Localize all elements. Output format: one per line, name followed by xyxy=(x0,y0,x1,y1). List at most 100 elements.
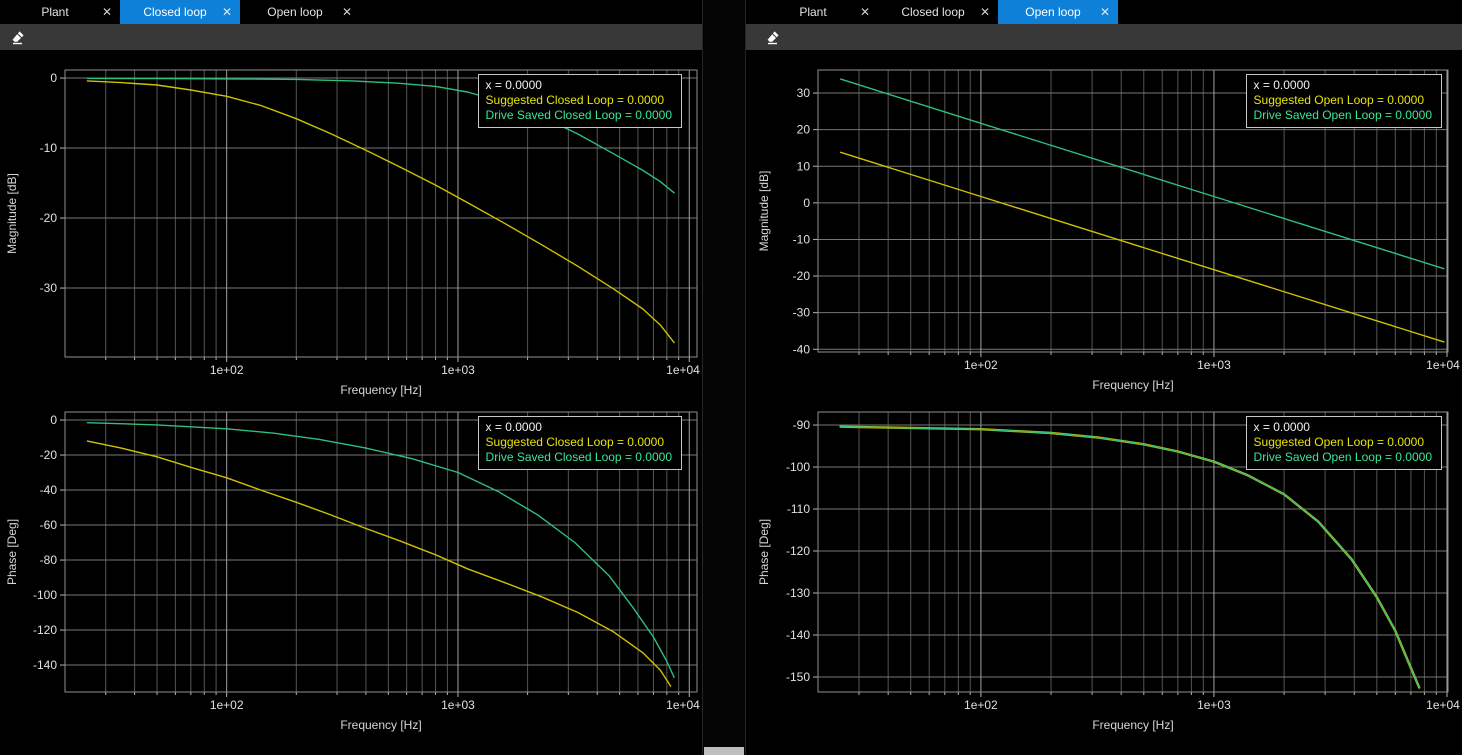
y-tick-label: -10 xyxy=(40,141,58,155)
cursor-legend: x = 0.0000Suggested Closed Loop = 0.0000… xyxy=(478,74,682,128)
tab-label: Plant xyxy=(772,5,854,19)
phase-chart[interactable]: 0-20-40-60-80-100-120-1401e+021e+031e+04… xyxy=(0,402,702,755)
panel-open-loop: Plant✕Closed loop✕Open loop✕ 3020100-10-… xyxy=(745,0,1462,755)
y-tick-label: -20 xyxy=(793,269,811,283)
tab-bar: Plant✕Closed loop✕Open loop✕ xyxy=(0,0,702,24)
y-tick-label: -120 xyxy=(786,544,810,558)
legend-x-value: x = 0.0000 xyxy=(486,420,672,435)
x-axis-label: Frequency [Hz] xyxy=(340,383,421,397)
magnitude-chart[interactable]: 30 20 10 0 -10 -20 -30 -40 1e+02 1e+03 1e+04 Freque… xyxy=(746,50,1462,402)
x-axis-label: Frequency [Hz] xyxy=(1092,718,1173,732)
x-axis-label: Frequency [Hz] xyxy=(340,718,421,732)
y-tick-label: 30 xyxy=(797,86,811,100)
y-tick-label: -130 xyxy=(786,586,810,600)
x-tick-label: 1e+04 xyxy=(666,698,700,712)
y-tick-label: -10 xyxy=(793,232,811,246)
splitter-grip[interactable] xyxy=(704,747,744,755)
cursor-legend: x = 0.0000Suggested Closed Loop = 0.0000… xyxy=(478,416,682,470)
y-tick-label: -110 xyxy=(787,502,810,516)
tab-closed-loop[interactable]: Closed loop✕ xyxy=(878,0,998,24)
y-tick-label: -30 xyxy=(40,281,58,295)
eraser-icon xyxy=(765,29,781,45)
y-tick-label: 10 xyxy=(797,159,811,173)
close-icon[interactable]: ✕ xyxy=(854,5,870,19)
tab-plant[interactable]: Plant✕ xyxy=(758,0,878,24)
chart-stack: 0 -10 -20 -30 1e+02 1e+03 1e+04 Frequency [Hz] M… xyxy=(0,50,702,755)
legend-entry: Drive Saved Closed Loop = 0.0000 xyxy=(486,108,672,123)
legend-x-value: x = 0.0000 xyxy=(486,78,672,93)
app-root: Plant✕Closed loop✕Open loop✕ 0-10-20-301… xyxy=(0,0,1462,755)
legend-entry: Suggested Closed Loop = 0.0000 xyxy=(486,93,672,108)
legend-entry: Suggested Closed Loop = 0.0000 xyxy=(486,435,672,450)
y-tick-label: -20 xyxy=(40,448,58,462)
legend-entry: Suggested Open Loop = 0.0000 xyxy=(1254,435,1432,450)
eraser-button[interactable] xyxy=(762,27,784,47)
y-tick-label: -140 xyxy=(33,658,57,672)
tab-label: Closed loop xyxy=(134,5,216,19)
y-axis-label: Magnitude [dB] xyxy=(5,173,19,254)
close-icon[interactable]: ✕ xyxy=(216,5,232,19)
x-tick-label: 1e+02 xyxy=(964,358,998,372)
y-tick-label: 0 xyxy=(50,71,57,85)
panel-splitter[interactable] xyxy=(703,0,745,755)
close-icon[interactable]: ✕ xyxy=(96,5,112,19)
legend-x-value: x = 0.0000 xyxy=(1254,78,1432,93)
y-tick-label: -40 xyxy=(40,483,58,497)
x-tick-label: 1e+03 xyxy=(441,363,475,377)
close-icon[interactable]: ✕ xyxy=(974,5,990,19)
x-tick-label: 1e+03 xyxy=(1197,698,1231,712)
y-tick-label: 0 xyxy=(803,196,810,210)
x-tick-label: 1e+02 xyxy=(210,698,244,712)
toolbar xyxy=(0,24,702,50)
tab-closed-loop[interactable]: Closed loop✕ xyxy=(120,0,240,24)
y-tick-label: -150 xyxy=(786,670,810,684)
tab-open-loop[interactable]: Open loop✕ xyxy=(240,0,360,24)
x-tick-label: 1e+04 xyxy=(1426,698,1460,712)
y-tick-label: -90 xyxy=(793,418,811,432)
tab-bar: Plant✕Closed loop✕Open loop✕ xyxy=(746,0,1462,24)
tab-plant[interactable]: Plant✕ xyxy=(0,0,120,24)
y-tick-label: -30 xyxy=(793,306,811,320)
tab-open-loop[interactable]: Open loop✕ xyxy=(998,0,1118,24)
x-tick-label: 1e+04 xyxy=(666,363,700,377)
x-tick-label: 1e+03 xyxy=(1197,358,1231,372)
y-tick-label: -120 xyxy=(33,623,57,637)
close-icon[interactable]: ✕ xyxy=(336,5,352,19)
tab-label: Closed loop xyxy=(892,5,974,19)
cursor-legend: x = 0.0000Suggested Open Loop = 0.0000Dr… xyxy=(1246,74,1442,128)
y-axis-label: Phase [Deg] xyxy=(5,519,19,585)
legend-entry: Drive Saved Open Loop = 0.0000 xyxy=(1254,108,1432,123)
series-suggested-open-loop xyxy=(841,152,1444,342)
y-tick-label: 0 xyxy=(50,413,57,427)
cursor-legend: x = 0.0000Suggested Open Loop = 0.0000Dr… xyxy=(1246,416,1442,470)
tab-label: Open loop xyxy=(254,5,336,19)
x-tick-label: 1e+02 xyxy=(964,698,998,712)
x-tick-label: 1e+04 xyxy=(1426,358,1460,372)
y-axis-label: Phase [Deg] xyxy=(757,519,771,585)
legend-entry: Suggested Open Loop = 0.0000 xyxy=(1254,93,1432,108)
toolbar xyxy=(746,24,1462,50)
tab-label: Plant xyxy=(14,5,96,19)
eraser-icon xyxy=(10,29,26,45)
legend-entry: Drive Saved Closed Loop = 0.0000 xyxy=(486,450,672,465)
chart-stack: 30 20 10 0 -10 -20 -30 -40 1e+02 1e+03 1e+04 Freque… xyxy=(746,50,1462,755)
x-axis-label: Frequency [Hz] xyxy=(1092,378,1173,392)
x-tick-label: 1e+03 xyxy=(441,698,475,712)
y-tick-label: -80 xyxy=(40,553,58,567)
tab-label: Open loop xyxy=(1012,5,1094,19)
y-tick-label: -100 xyxy=(33,588,57,602)
y-tick-label: -100 xyxy=(786,460,810,474)
y-tick-label: 20 xyxy=(797,123,811,137)
y-axis-label: Magnitude [dB] xyxy=(757,171,771,252)
y-tick-label: -20 xyxy=(40,211,58,225)
y-tick-label: -40 xyxy=(793,342,811,356)
magnitude-chart[interactable]: 0 -10 -20 -30 1e+02 1e+03 1e+04 Frequency [Hz] M… xyxy=(0,50,702,402)
phase-chart[interactable]: -90 -100 -110 -120 -130 -140 -150 1e+02 1e+03 1e+… xyxy=(746,402,1462,755)
y-tick-label: -140 xyxy=(786,628,810,642)
eraser-button[interactable] xyxy=(7,27,29,47)
panel-closed-loop: Plant✕Closed loop✕Open loop✕ 0-10-20-301… xyxy=(0,0,703,755)
legend-entry: Drive Saved Open Loop = 0.0000 xyxy=(1254,450,1432,465)
x-tick-label: 1e+02 xyxy=(210,363,244,377)
close-icon[interactable]: ✕ xyxy=(1094,5,1110,19)
legend-x-value: x = 0.0000 xyxy=(1254,420,1432,435)
